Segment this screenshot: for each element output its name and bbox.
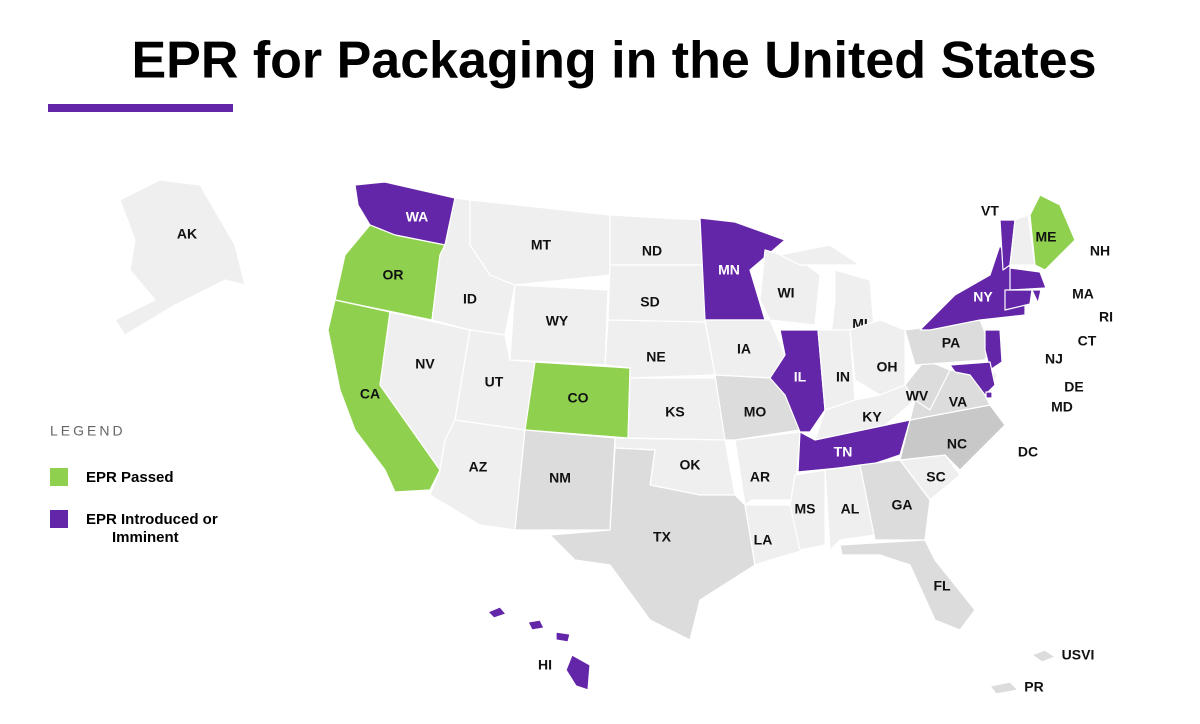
state-shape [797, 419, 911, 473]
state-label: OH [877, 359, 898, 375]
state-label: PR [1024, 679, 1043, 695]
state-label: DC [1018, 444, 1038, 460]
state-shape [555, 631, 571, 643]
title-underline [48, 104, 233, 112]
state-shape [744, 504, 806, 566]
state-label: KS [665, 404, 684, 420]
state-label: LA [754, 532, 773, 548]
legend-label: EPR Introduced or Imminent [86, 511, 218, 546]
state-label: CT [1078, 333, 1097, 349]
state-shape [527, 619, 545, 631]
state-shape [1031, 289, 1042, 304]
state-shape [1029, 194, 1076, 271]
state-label: VA [949, 394, 967, 410]
state-label: NJ [1045, 351, 1063, 367]
state-label: HI [538, 657, 552, 673]
state-label: NM [549, 470, 571, 486]
legend: EPR Passed EPR Introduced or Imminent [50, 468, 218, 546]
legend-title: LEGEND [50, 423, 126, 439]
state-label: USVI [1062, 647, 1095, 663]
state-shape [824, 464, 876, 551]
state-shape [839, 539, 976, 631]
state-label: MD [1051, 399, 1073, 415]
state-label: AZ [469, 459, 488, 475]
states: AK WA OR CA NV ID MT WY UT CO AZ NM ND SD NE KS OK TX MN IA… [114, 179, 1113, 695]
legend-swatch [50, 468, 68, 486]
state-shape [734, 431, 801, 506]
state-label: WI [777, 285, 794, 301]
state-label: MT [531, 237, 552, 253]
state-label: ID [463, 291, 477, 307]
state-shape [949, 361, 996, 396]
state-label: NC [947, 436, 967, 452]
state-label: AR [750, 469, 770, 485]
state-label: IA [737, 341, 751, 357]
state-label: TN [834, 444, 853, 460]
title: EPR for Packaging in the United States [131, 32, 1096, 90]
state-shape [1004, 289, 1033, 311]
state-shape [989, 681, 1019, 695]
state-label: MS [795, 501, 816, 517]
state-shape [859, 459, 931, 541]
state-shape [789, 469, 826, 551]
state-label: NH [1090, 243, 1110, 259]
state-label: AK [177, 226, 197, 242]
state-label: OR [383, 267, 404, 283]
state-shape [985, 391, 993, 399]
state-label: GA [892, 497, 913, 513]
state-label: NY [973, 289, 993, 305]
state-label: MN [718, 262, 740, 278]
state-shape [849, 319, 906, 396]
state-label: AL [841, 501, 860, 517]
state-label: SC [926, 469, 945, 485]
state-shape [984, 329, 1003, 371]
state-label: PA [942, 335, 960, 351]
state-label: IN [836, 369, 850, 385]
state-label: NV [415, 356, 435, 372]
state-label: WA [406, 209, 429, 225]
state-shape [1009, 267, 1047, 291]
state-label: NE [646, 349, 665, 365]
state-label: OK [680, 457, 701, 473]
legend-label: EPR Passed [86, 469, 174, 486]
state-shape [114, 179, 246, 336]
state-label: SD [640, 294, 659, 310]
state-label: CO [568, 390, 589, 406]
state-label: WY [546, 313, 569, 329]
state-label: TX [653, 529, 672, 545]
state-label: RI [1099, 309, 1113, 325]
state-label: KY [862, 409, 882, 425]
legend-swatch [50, 510, 68, 528]
state-label: WV [906, 388, 929, 404]
state-shape [487, 606, 507, 619]
state-label: MO [744, 404, 767, 420]
state-label: MA [1072, 286, 1094, 302]
state-label: IL [794, 369, 807, 385]
state-label: ME [1036, 229, 1057, 245]
state-shape [565, 654, 591, 691]
state-shape [549, 447, 756, 641]
state-label: ND [642, 243, 662, 259]
state-label: DE [1064, 379, 1083, 395]
state-label: CA [360, 386, 380, 402]
state-label: FL [933, 578, 951, 594]
state-label: VT [981, 203, 999, 219]
state-label: UT [485, 374, 504, 390]
state-shape [1031, 649, 1056, 663]
state-shape [779, 244, 861, 266]
